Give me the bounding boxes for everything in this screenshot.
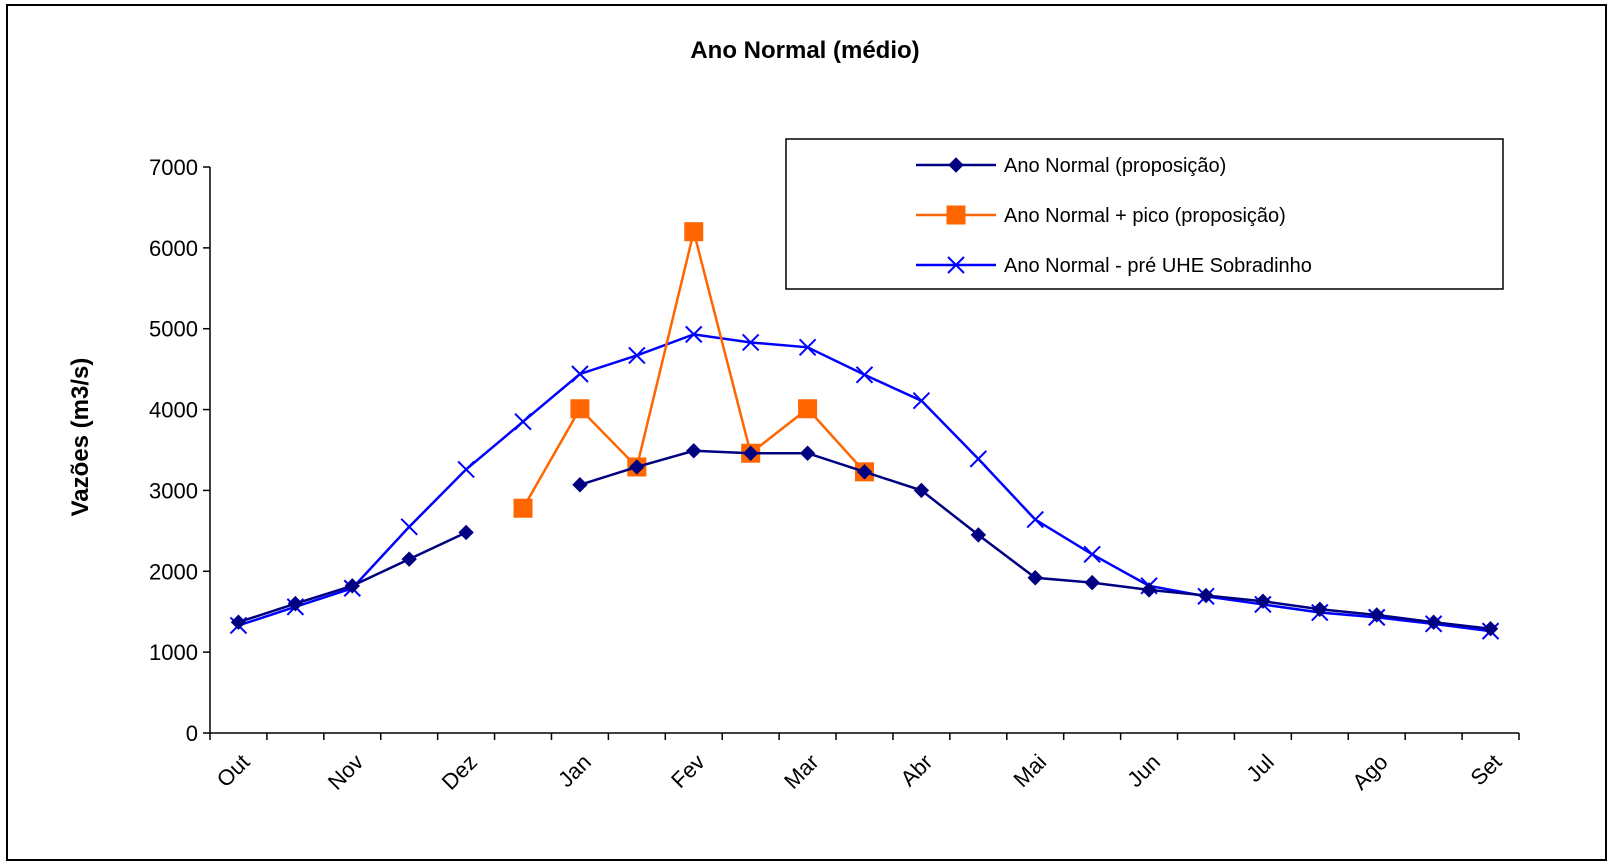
- legend-item: Ano Normal - pré UHE Sobradinho: [916, 255, 1312, 277]
- data-point-x: [855, 366, 874, 384]
- data-point-x-stroke: [947, 256, 965, 274]
- data-point-x-stroke: [571, 365, 589, 383]
- x-tick-label: Nov: [323, 749, 368, 794]
- y-tick-label: 3000: [149, 478, 198, 503]
- data-point-x: [798, 338, 817, 357]
- data-point-square: [513, 498, 533, 518]
- data-point-diamond: [948, 157, 964, 173]
- data-point-diamond: [230, 614, 247, 630]
- data-point-diamond: [1141, 582, 1157, 598]
- data-point-x-stroke: [685, 325, 703, 344]
- data-point-x: [912, 391, 931, 410]
- x-tick-label: Jul: [1241, 749, 1279, 787]
- data-point-square: [684, 222, 704, 242]
- chart-title: Ano Normal (médio): [690, 37, 919, 64]
- x-tick-label: Mai: [1008, 749, 1051, 792]
- data-point-diamond: [629, 459, 645, 475]
- data-point-diamond: [1425, 614, 1442, 630]
- x-tick-label: Fev: [666, 749, 710, 793]
- series-line: [238, 531, 467, 624]
- legend-label: Ano Normal (proposição): [1004, 155, 1226, 177]
- data-point-diamond: [344, 578, 360, 594]
- x-tick-label: Out: [212, 749, 255, 792]
- y-tick-label: 7000: [149, 155, 198, 180]
- x-tick-label: Dez: [437, 749, 482, 794]
- data-point-x: [1083, 545, 1101, 564]
- y-tick-label: 0: [186, 721, 198, 746]
- data-point-x: [571, 365, 589, 383]
- data-point-x: [628, 346, 646, 365]
- data-point-square: [798, 399, 818, 419]
- x-tick-label: Jan: [553, 749, 596, 792]
- data-point-diamond: [856, 464, 873, 480]
- legend: Ano Normal (proposição) Ano Normal + pico…: [785, 138, 1504, 290]
- data-point-diamond: [458, 524, 474, 541]
- data-point-x: [1026, 510, 1044, 529]
- data-point-diamond: [287, 595, 304, 612]
- data-point-x-stroke: [855, 366, 874, 384]
- data-point-x: [457, 460, 475, 479]
- y-tick-label: 6000: [149, 236, 198, 261]
- data-point-diamond: [1369, 607, 1385, 623]
- data-point-x-stroke: [400, 518, 418, 536]
- data-point-diamond: [742, 445, 759, 461]
- data-point-square: [570, 399, 590, 419]
- data-point-diamond: [1312, 601, 1328, 617]
- data-point-diamond: [799, 445, 816, 461]
- y-tick-label: 2000: [149, 559, 198, 584]
- data-point-x-stroke: [457, 460, 475, 479]
- data-point-diamond: [1198, 587, 1214, 604]
- x-tick-label: Mar: [779, 749, 823, 793]
- series-layer: [229, 222, 1500, 640]
- data-point-x: [947, 256, 965, 274]
- data-point-diamond: [970, 527, 987, 543]
- data-point-square: [946, 205, 966, 225]
- data-point-x-stroke: [969, 450, 988, 468]
- data-point-diamond: [1084, 574, 1100, 591]
- data-point-x-stroke: [1026, 510, 1044, 529]
- legend-item: Ano Normal (proposição): [916, 155, 1226, 177]
- series-line: [238, 333, 1491, 633]
- data-point-x-stroke: [741, 333, 760, 352]
- series-2: [229, 325, 1500, 640]
- y-tick-label: 4000: [149, 398, 198, 423]
- legend-item: Ano Normal + pico (proposição): [916, 205, 1286, 227]
- data-point-diamond: [572, 477, 588, 493]
- data-point-x: [969, 450, 988, 468]
- data-point-x: [685, 325, 703, 344]
- data-point-x-stroke: [912, 391, 931, 410]
- data-point-x-stroke: [628, 346, 646, 365]
- data-point-x-stroke: [514, 412, 532, 431]
- data-point-x: [741, 333, 760, 352]
- data-point-diamond: [913, 482, 930, 499]
- x-tick-label: Ago: [1347, 749, 1392, 794]
- legend-label: Ano Normal - pré UHE Sobradinho: [1004, 255, 1312, 277]
- legend-box: [785, 138, 1504, 290]
- y-tick-label: 1000: [149, 640, 198, 665]
- series-0: [230, 443, 1499, 637]
- x-tick-label: Jun: [1122, 749, 1165, 792]
- legend-label: Ano Normal + pico (proposição): [1004, 205, 1286, 227]
- data-point-diamond: [1482, 620, 1499, 637]
- data-point-x-stroke: [1083, 545, 1101, 564]
- data-point-x-stroke: [798, 338, 817, 357]
- data-point-diamond: [401, 551, 417, 567]
- series-line: [579, 449, 1491, 630]
- data-point-diamond: [686, 443, 702, 459]
- data-point-diamond: [1027, 570, 1043, 586]
- x-tick-label: Abr: [895, 749, 937, 791]
- y-axis-title: Vazões (m3/s): [67, 358, 94, 517]
- data-point-diamond: [1255, 593, 1271, 609]
- y-tick-label: 5000: [149, 317, 198, 342]
- data-point-x: [400, 518, 418, 536]
- x-tick-label: Set: [1465, 749, 1506, 790]
- data-point-x: [514, 412, 532, 431]
